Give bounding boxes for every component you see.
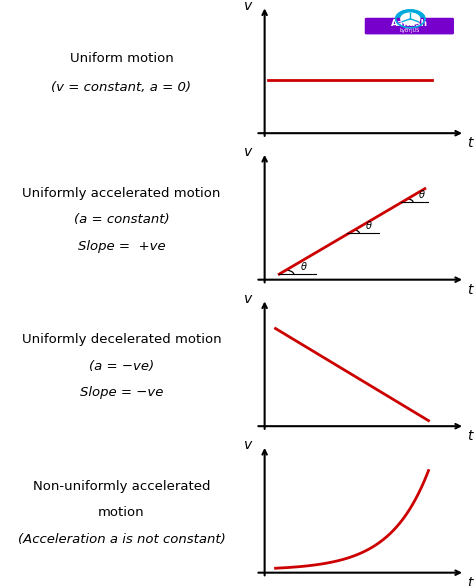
Text: Uniformly accelerated motion: Uniformly accelerated motion bbox=[22, 187, 220, 200]
Circle shape bbox=[401, 13, 420, 25]
Text: $\theta$: $\theta$ bbox=[300, 260, 308, 272]
Text: (Acceleration a is not constant): (Acceleration a is not constant) bbox=[18, 533, 225, 546]
Text: t: t bbox=[468, 575, 473, 586]
Text: (a = constant): (a = constant) bbox=[73, 213, 169, 226]
Text: Uniform motion: Uniform motion bbox=[70, 52, 173, 65]
Text: (a = −ve): (a = −ve) bbox=[89, 360, 154, 373]
Text: Aakash: Aakash bbox=[391, 19, 428, 28]
Text: motion: motion bbox=[98, 506, 145, 519]
Text: t: t bbox=[468, 136, 473, 150]
Text: $\theta$: $\theta$ bbox=[365, 219, 373, 231]
FancyBboxPatch shape bbox=[365, 18, 454, 35]
Text: t: t bbox=[468, 429, 473, 443]
Circle shape bbox=[396, 10, 425, 28]
Text: $\theta$: $\theta$ bbox=[418, 188, 426, 200]
Text: t: t bbox=[468, 282, 473, 297]
Text: v: v bbox=[244, 438, 252, 452]
Text: (v = constant, a = 0): (v = constant, a = 0) bbox=[51, 81, 191, 94]
Text: Slope =  +ve: Slope = +ve bbox=[78, 240, 165, 253]
Text: Non-uniformly accelerated: Non-uniformly accelerated bbox=[33, 480, 210, 493]
Text: v: v bbox=[244, 292, 252, 305]
Text: Slope = −ve: Slope = −ve bbox=[80, 386, 163, 399]
Text: v: v bbox=[244, 0, 252, 12]
Text: Uniformly decelerated motion: Uniformly decelerated motion bbox=[22, 333, 221, 346]
Text: v: v bbox=[244, 145, 252, 159]
Text: byBYJUS: byBYJUS bbox=[399, 28, 419, 33]
